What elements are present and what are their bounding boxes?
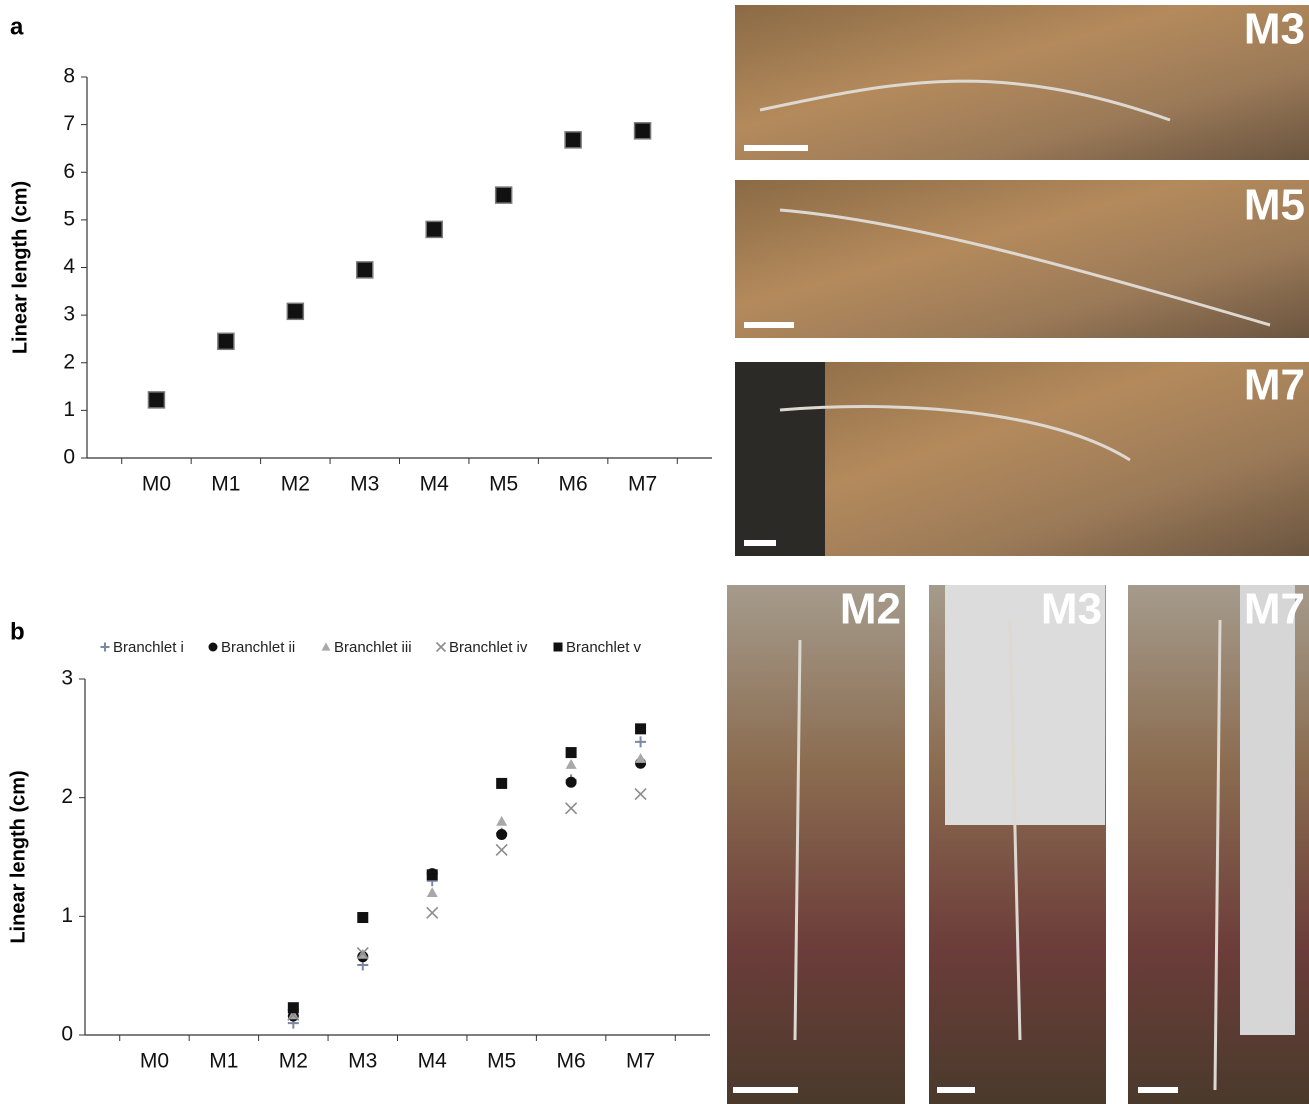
y-tick-label: 0 (61, 1023, 73, 1046)
panel-label: a (10, 13, 24, 40)
marker (288, 1002, 299, 1013)
photo-label: M3 (1041, 585, 1102, 634)
panel-label: b (10, 618, 25, 645)
legend-label: Branchlet iii (334, 639, 412, 656)
photo (727, 585, 905, 1104)
x-tick-label: M5 (489, 473, 518, 496)
legend-label: Branchlet ii (221, 639, 295, 656)
x-tick-label: M7 (626, 1050, 655, 1073)
x-tick-label: M4 (418, 1050, 447, 1073)
x-tick-label: M1 (209, 1050, 238, 1073)
x-tick-label: M6 (557, 1050, 586, 1073)
x-tick-label: M7 (628, 473, 657, 496)
x-tick-label: M2 (281, 473, 310, 496)
marker (496, 829, 507, 840)
x-tick-label: M3 (348, 1050, 377, 1073)
y-tick-label: 8 (63, 65, 75, 88)
marker (635, 736, 646, 747)
ruler (1240, 585, 1295, 1035)
x-tick-label: M2 (279, 1050, 308, 1073)
marker (218, 333, 234, 349)
x-tick-label: M5 (487, 1050, 516, 1073)
marker (357, 912, 368, 923)
marker (566, 777, 577, 788)
marker (322, 643, 331, 651)
legend-label: Branchlet v (566, 639, 642, 656)
photo-label: M5 (1244, 181, 1305, 230)
x-tick-label: M3 (350, 473, 379, 496)
y-tick-label: 7 (63, 112, 75, 135)
marker (496, 844, 507, 855)
y-tick-label: 2 (61, 785, 73, 808)
marker (635, 753, 646, 763)
photo-label: M2 (840, 585, 901, 634)
marker (554, 643, 563, 652)
y-axis-label: Linear length (cm) (9, 181, 31, 354)
y-axis-label: Linear length (cm) (7, 770, 29, 943)
y-tick-label: 1 (61, 904, 73, 927)
photo-label: M7 (1244, 585, 1305, 634)
marker (101, 643, 110, 652)
marker (635, 789, 646, 800)
marker (427, 869, 438, 880)
marker (496, 816, 507, 826)
marker (209, 643, 218, 652)
y-tick-label: 6 (63, 160, 75, 183)
x-tick-label: M0 (142, 473, 171, 496)
marker (566, 747, 577, 758)
photo (735, 5, 1309, 160)
marker (437, 643, 446, 652)
legend-label: Branchlet i (113, 639, 184, 656)
marker (426, 221, 442, 237)
x-tick-label: M4 (420, 473, 449, 496)
marker (148, 392, 164, 408)
marker (635, 123, 651, 139)
photo-shadow (735, 362, 825, 556)
marker (357, 262, 373, 278)
marker (427, 907, 438, 918)
x-tick-label: M0 (140, 1050, 169, 1073)
y-tick-label: 5 (63, 207, 75, 230)
marker (496, 778, 507, 789)
y-tick-label: 3 (63, 303, 75, 326)
photo (735, 180, 1309, 338)
x-tick-label: M6 (559, 473, 588, 496)
marker (565, 132, 581, 148)
photo-label: M7 (1244, 361, 1305, 410)
marker (496, 187, 512, 203)
y-tick-label: 1 (63, 398, 75, 421)
photo-label: M3 (1244, 5, 1305, 54)
legend-label: Branchlet iv (449, 639, 528, 656)
y-tick-label: 4 (63, 255, 75, 278)
y-tick-label: 3 (61, 667, 73, 690)
marker (287, 303, 303, 319)
y-tick-label: 2 (63, 350, 75, 373)
marker (427, 887, 438, 897)
y-tick-label: 0 (63, 446, 75, 469)
photos: M3 M5 M7 M2 M3 M7 (727, 5, 1309, 1104)
x-tick-label: M1 (211, 473, 240, 496)
marker (635, 723, 646, 734)
marker (566, 803, 577, 814)
marker (566, 759, 577, 769)
figure: M3 M5 M7 M2 M3 M7 a b 0 1 2 3 4 5 6 7 8 Linear le… (0, 0, 1309, 1104)
